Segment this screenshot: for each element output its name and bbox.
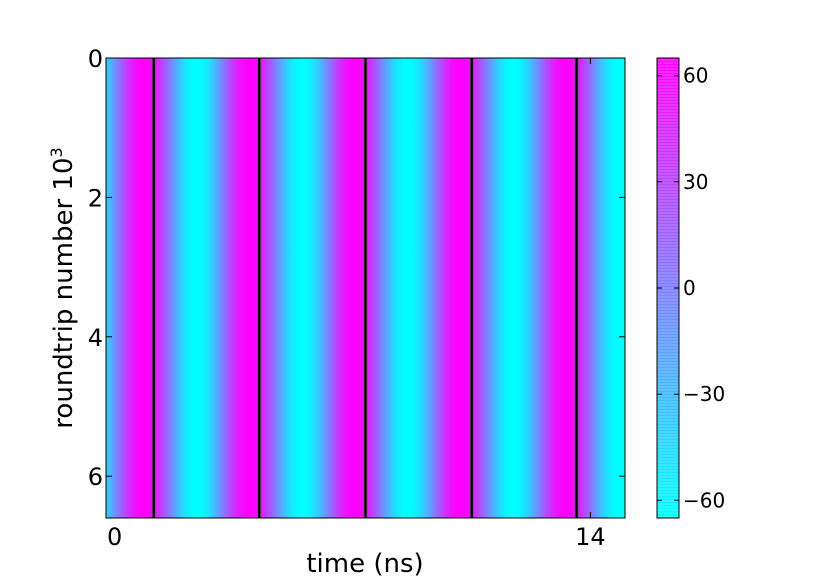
pulse-line [575, 58, 578, 518]
pulse-line [258, 58, 261, 518]
y-axis-label-superscript: 3 [47, 147, 66, 157]
colorbar-tick-label: −60 [683, 488, 725, 512]
colorbar-tick-label: 60 [683, 64, 708, 88]
colorbar-tick-label: 30 [683, 170, 708, 194]
y-tick-label: 2 [88, 184, 103, 212]
colorbar: 60 30 0 −30 −60 [656, 57, 725, 519]
colorbar-fill [657, 58, 679, 518]
y-axis-label: roundtrip number 103 [47, 147, 79, 428]
plot-area [105, 57, 626, 519]
colorbar-ticks: 60 30 0 −30 −60 [657, 64, 725, 512]
y-tick-label: 6 [88, 463, 103, 491]
colorbar-tick-label: −30 [683, 382, 725, 406]
pulse-line [364, 58, 367, 518]
colorbar-stripes [657, 59, 679, 517]
y-tick-label: 0 [88, 45, 103, 73]
x-tick-label: 0 [107, 523, 122, 551]
y-axis-label-group: roundtrip number 103 [47, 147, 79, 428]
y-axis-label-main: roundtrip number 10 [49, 158, 79, 429]
pulse-line [152, 58, 155, 518]
colorbar-tick-label: 0 [683, 276, 696, 300]
x-axis-ticks: 0 14 [105, 58, 606, 551]
plot-frame [105, 57, 626, 519]
x-axis-label: time (ns) [306, 549, 423, 577]
pulse-lines [151, 58, 579, 518]
x-tick-label: 14 [575, 523, 606, 551]
y-axis-ticks: 0 2 4 6 [88, 45, 625, 491]
y-tick-label: 4 [88, 324, 103, 352]
pulse-line [470, 58, 473, 518]
